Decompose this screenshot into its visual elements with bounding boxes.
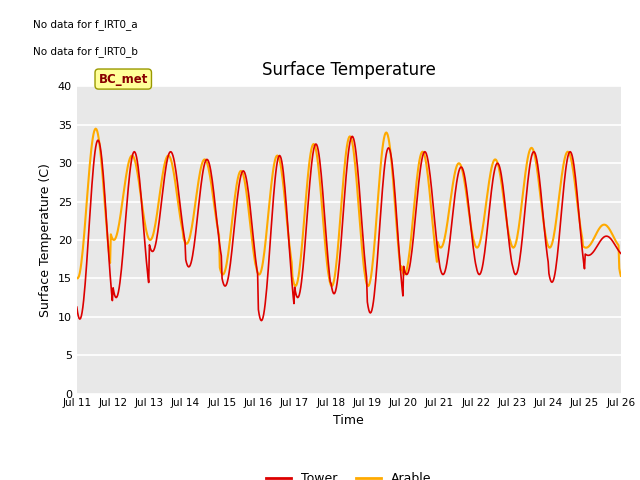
Arable (83, 201, 90, 206)
Line: Arable: Arable (77, 129, 621, 286)
Tower (617, 251, 625, 256)
Tower (223, 281, 230, 287)
Tower (417, 167, 424, 172)
Title: Surface Temperature: Surface Temperature (262, 61, 436, 79)
Tower (83, 261, 90, 267)
Tower (194, 210, 202, 216)
Y-axis label: Surface Temperature (C): Surface Temperature (C) (39, 163, 52, 317)
Tower (348, 133, 356, 139)
Tower (139, 212, 147, 218)
Legend: Tower, Arable: Tower, Arable (261, 468, 436, 480)
Arable (433, 254, 440, 260)
Line: Tower: Tower (77, 136, 621, 321)
Arable (195, 178, 202, 183)
Tower (73, 304, 81, 310)
Tower (433, 234, 440, 240)
Arable (73, 275, 81, 281)
Arable (617, 273, 625, 279)
Text: No data for f_IRT0_a: No data for f_IRT0_a (33, 19, 138, 30)
Text: No data for f_IRT0_b: No data for f_IRT0_b (33, 47, 138, 58)
Arable (417, 154, 424, 159)
Arable (140, 211, 147, 217)
Arable (92, 126, 100, 132)
Tower (257, 318, 265, 324)
Arable (292, 283, 300, 289)
Arable (223, 256, 231, 262)
X-axis label: Time: Time (333, 414, 364, 427)
Text: BC_met: BC_met (99, 72, 148, 85)
